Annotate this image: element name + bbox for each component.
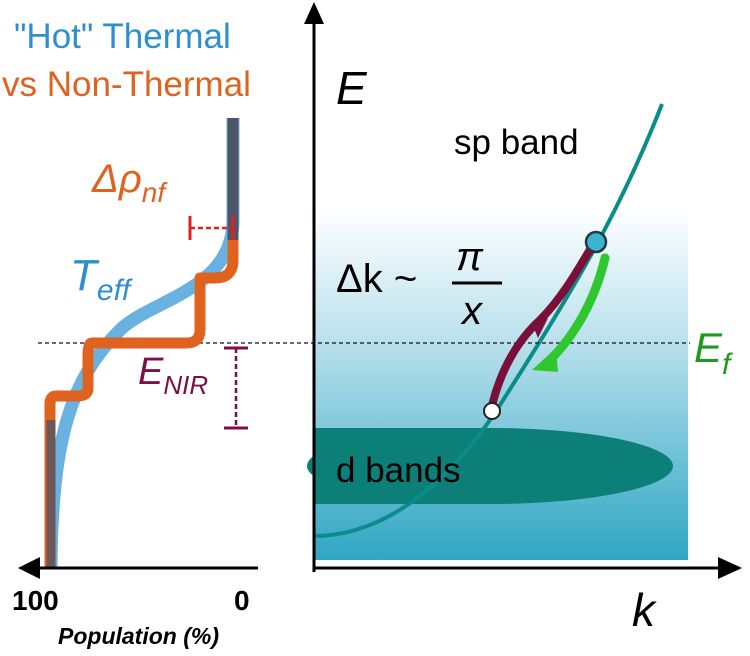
fermi-level-label: Ef [694, 324, 733, 381]
band-structure-panel: E k sp band d bands Δk ~ π x Ef [38, 2, 742, 636]
population-axis-arrowhead [18, 557, 40, 579]
initial-state-circle [483, 402, 501, 420]
d-bands-left-fill [314, 428, 494, 504]
relaxation-arrowhead [532, 348, 558, 372]
population-axis-label: Population (%) [58, 623, 219, 649]
momentum-axis-arrowhead [718, 557, 742, 579]
excitation-midhead [533, 318, 548, 338]
delta-rho-label: Δρnf [91, 157, 168, 208]
t-eff-label: Teff [70, 251, 133, 307]
momentum-axis-label: k [632, 584, 657, 636]
population-tick-100: 100 [12, 585, 59, 616]
relaxation-arrow [545, 253, 610, 365]
title-nonthermal: vs Non-Thermal [2, 65, 251, 104]
population-tick-0: 0 [234, 585, 250, 616]
sp-band-curve [313, 103, 664, 538]
excited-state-circle [584, 230, 608, 254]
delta-k-numerator: π [456, 235, 484, 279]
population-panel: "Hot" Thermal vs Non-Thermal Δρnf Teff E… [2, 17, 258, 649]
energy-axis-arrowhead [304, 2, 324, 24]
nonthermal-distribution-curve [44, 118, 239, 568]
excitation-arrow [487, 242, 596, 414]
sp-band-label: sp band [454, 123, 579, 162]
delta-k-denominator: x [460, 289, 484, 333]
d-bands-label: d bands [336, 451, 461, 490]
thermal-distribution-curve [44, 118, 240, 569]
title-thermal: "Hot" Thermal [14, 17, 231, 56]
energy-axis-label: E [336, 62, 368, 114]
delta-k-lhs: Δk ~ [336, 257, 417, 301]
e-nir-label: ENIR [138, 351, 208, 400]
